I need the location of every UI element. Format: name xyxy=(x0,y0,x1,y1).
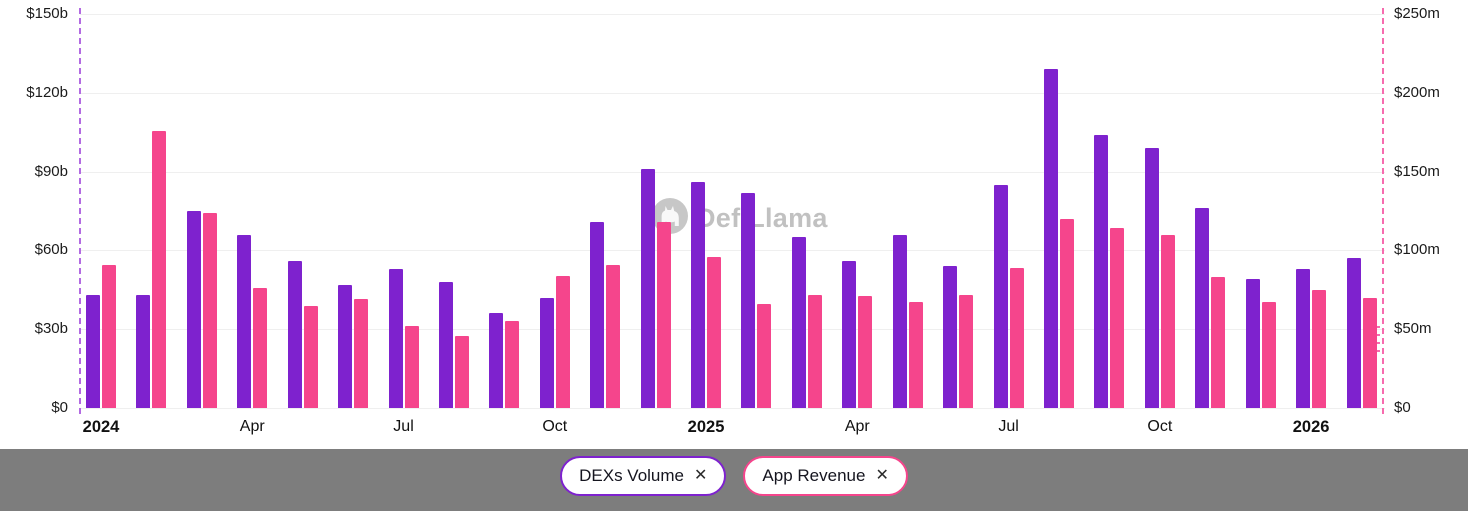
plot-area xyxy=(80,14,1385,408)
bar-dexs-volume-2024-11[interactable] xyxy=(590,221,605,408)
right-axis-dashed-line[interactable] xyxy=(1382,8,1384,414)
bar-dexs-volume-2025-09[interactable] xyxy=(1094,134,1109,408)
bar-app-revenue-2024-07[interactable] xyxy=(404,326,419,408)
bar-dexs-volume-2025-10[interactable] xyxy=(1144,147,1159,408)
gridline xyxy=(80,14,1385,15)
gridline xyxy=(80,329,1385,331)
bar-dexs-volume-2024-07[interactable] xyxy=(388,268,403,408)
bar-app-revenue-2025-02[interactable] xyxy=(757,303,772,408)
bar-app-revenue-2025-09[interactable] xyxy=(1110,228,1125,408)
bar-dexs-volume-2025-11[interactable] xyxy=(1195,208,1210,408)
close-icon[interactable]: ✕ xyxy=(694,467,708,484)
bar-dexs-volume-2025-05[interactable] xyxy=(892,234,907,408)
x-axis-tick-label: Oct xyxy=(542,418,568,435)
left-axis-tick-label: $120b xyxy=(26,83,68,101)
bar-app-revenue-2025-11[interactable] xyxy=(1211,277,1226,408)
bar-app-revenue-2025-04[interactable] xyxy=(858,296,873,408)
x-axis-tick-label: Apr xyxy=(239,418,265,435)
gridline xyxy=(80,408,1385,409)
legend-pill-dexs-volume[interactable]: DEXs Volume ✕ xyxy=(560,456,727,496)
legend-pill-app-revenue-label: App Revenue xyxy=(762,466,866,485)
bar-dexs-volume-2025-01[interactable] xyxy=(691,182,706,408)
bar-dexs-volume-2024-08[interactable] xyxy=(438,281,453,408)
bar-app-revenue-2025-03[interactable] xyxy=(807,294,822,408)
bar-app-revenue-2025-10[interactable] xyxy=(1160,234,1175,408)
x-axis-tick-label: Apr xyxy=(844,418,870,435)
bar-dexs-volume-2025-12[interactable] xyxy=(1245,279,1260,408)
bar-app-revenue-2025-05[interactable] xyxy=(908,302,923,408)
bar-dexs-volume-2024-06[interactable] xyxy=(338,284,353,408)
bar-dexs-volume-2024-12[interactable] xyxy=(640,168,655,408)
bar-dexs-volume-2024-09[interactable] xyxy=(489,313,504,408)
bar-dexs-volume-2026-02[interactable] xyxy=(1346,258,1361,408)
gridline xyxy=(80,92,1385,94)
right-axis-tick-label: $200m xyxy=(1394,83,1440,101)
x-axis-tick-label: 2024 xyxy=(82,418,120,436)
right-axis-tick-label: $0 xyxy=(1394,399,1411,416)
right-axis-tick-label: $100m xyxy=(1394,241,1440,259)
bar-dexs-volume-2024-02[interactable] xyxy=(136,295,151,408)
bar-app-revenue-2024-03[interactable] xyxy=(202,212,217,408)
x-axis-tick-label: 2026 xyxy=(1292,418,1330,436)
bar-app-revenue-2024-05[interactable] xyxy=(303,305,318,408)
x-axis-tick-label: 2025 xyxy=(687,418,725,436)
bar-app-revenue-2025-01[interactable] xyxy=(707,256,722,408)
bar-dexs-volume-2025-03[interactable] xyxy=(791,237,806,408)
bar-app-revenue-2024-12[interactable] xyxy=(656,222,671,408)
bar-app-revenue-2024-01[interactable] xyxy=(102,264,116,408)
bar-app-revenue-2025-08[interactable] xyxy=(1059,218,1074,408)
dual-axis-bar-chart: $0 $30b $60b $90b $120b $150b $0 $50m $100m $150… xyxy=(26,5,1440,436)
left-axis-dashed-line[interactable] xyxy=(79,8,81,414)
bar-dexs-volume-2024-10[interactable] xyxy=(539,297,554,408)
bar-dexs-volume-2024-01[interactable] xyxy=(86,295,100,408)
x-axis-tick-label: Jul xyxy=(998,418,1019,435)
bar-dexs-volume-2024-04[interactable] xyxy=(237,234,252,408)
right-axis-tick-label: $50m xyxy=(1394,320,1432,338)
legend-bar: DEXs Volume ✕ App Revenue ✕ xyxy=(0,449,1468,511)
bar-dexs-volume-2025-06[interactable] xyxy=(943,266,958,408)
legend-pill-app-revenue[interactable]: App Revenue ✕ xyxy=(743,456,908,496)
gridline xyxy=(80,250,1385,252)
right-axis-tick-label: $250m xyxy=(1394,5,1440,22)
bar-dexs-volume-2024-05[interactable] xyxy=(287,260,302,408)
bar-app-revenue-2026-02[interactable] xyxy=(1362,297,1377,408)
x-axis-tick-label: Oct xyxy=(1147,418,1173,435)
right-axis-tick-label: $150m xyxy=(1394,162,1440,180)
bar-dexs-volume-2025-08[interactable] xyxy=(1043,69,1058,408)
bar-app-revenue-2024-11[interactable] xyxy=(606,264,621,408)
bar-app-revenue-2024-06[interactable] xyxy=(354,299,369,408)
close-icon[interactable]: ✕ xyxy=(875,467,889,484)
bar-app-revenue-2026-01[interactable] xyxy=(1312,289,1327,408)
bar-dexs-volume-2025-02[interactable] xyxy=(741,192,756,408)
bar-app-revenue-2024-08[interactable] xyxy=(454,335,469,408)
bar-dexs-volume-2026-01[interactable] xyxy=(1296,268,1311,408)
left-axis-tick-label: $150b xyxy=(26,5,68,22)
bar-app-revenue-2025-06[interactable] xyxy=(959,294,974,408)
bar-dexs-volume-2025-04[interactable] xyxy=(842,260,857,408)
x-axis-tick-label: Jul xyxy=(393,418,414,435)
legend-pill-dexs-volume-label: DEXs Volume xyxy=(579,466,685,485)
left-axis-tick-label: $0 xyxy=(51,399,68,416)
left-axis-tick-label: $30b xyxy=(34,320,68,338)
bar-app-revenue-2024-10[interactable] xyxy=(555,275,570,408)
bar-app-revenue-2024-02[interactable] xyxy=(152,130,167,408)
gridline xyxy=(80,171,1385,173)
bar-app-revenue-2024-04[interactable] xyxy=(253,288,268,408)
left-axis-tick-label: $90b xyxy=(34,162,68,180)
left-axis-tick-label: $60b xyxy=(34,241,68,259)
bar-dexs-volume-2024-03[interactable] xyxy=(186,211,201,408)
bar-app-revenue-2024-09[interactable] xyxy=(505,321,520,408)
bar-app-revenue-2025-12[interactable] xyxy=(1261,302,1276,408)
bar-app-revenue-2025-07[interactable] xyxy=(1009,267,1024,408)
bar-dexs-volume-2025-07[interactable] xyxy=(993,184,1008,408)
